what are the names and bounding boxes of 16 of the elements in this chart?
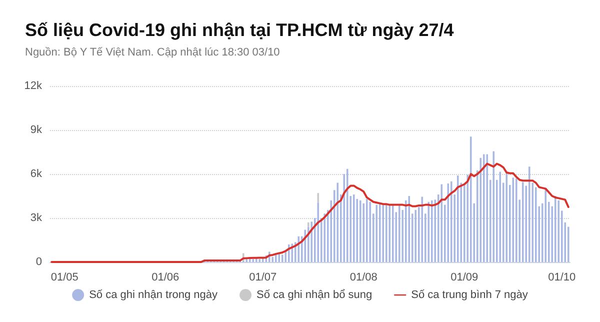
y-tick-label: 12k: [24, 80, 42, 92]
x-tick-label: 01/10: [548, 272, 576, 284]
x-tick-label: 01/08: [350, 272, 378, 284]
x-tick-label: 01/05: [50, 272, 78, 284]
legend-label: Số ca trung bình 7 ngày: [411, 289, 528, 301]
x-tick-label: 01/09: [450, 272, 478, 284]
legend-label: Số ca ghi nhận bổ sung: [256, 289, 372, 301]
chart-title: Số liệu Covid-19 ghi nhận tại TP.HCM từ ngày 27/4: [25, 20, 454, 40]
legend-label: Số ca ghi nhận trong ngày: [89, 289, 218, 301]
chart-subtitle: Nguồn: Bộ Y Tế Việt Nam. Cập nhật lúc 18:30 03/10: [25, 46, 280, 58]
y-tick-label: 6k: [30, 168, 42, 180]
x-tick-label: 01/06: [152, 272, 180, 284]
y-tick-label: 3k: [30, 212, 42, 224]
y-tick-label: 9k: [30, 124, 42, 136]
x-tick-label: 01/07: [249, 272, 277, 284]
y-tick-label: 0: [36, 256, 42, 268]
